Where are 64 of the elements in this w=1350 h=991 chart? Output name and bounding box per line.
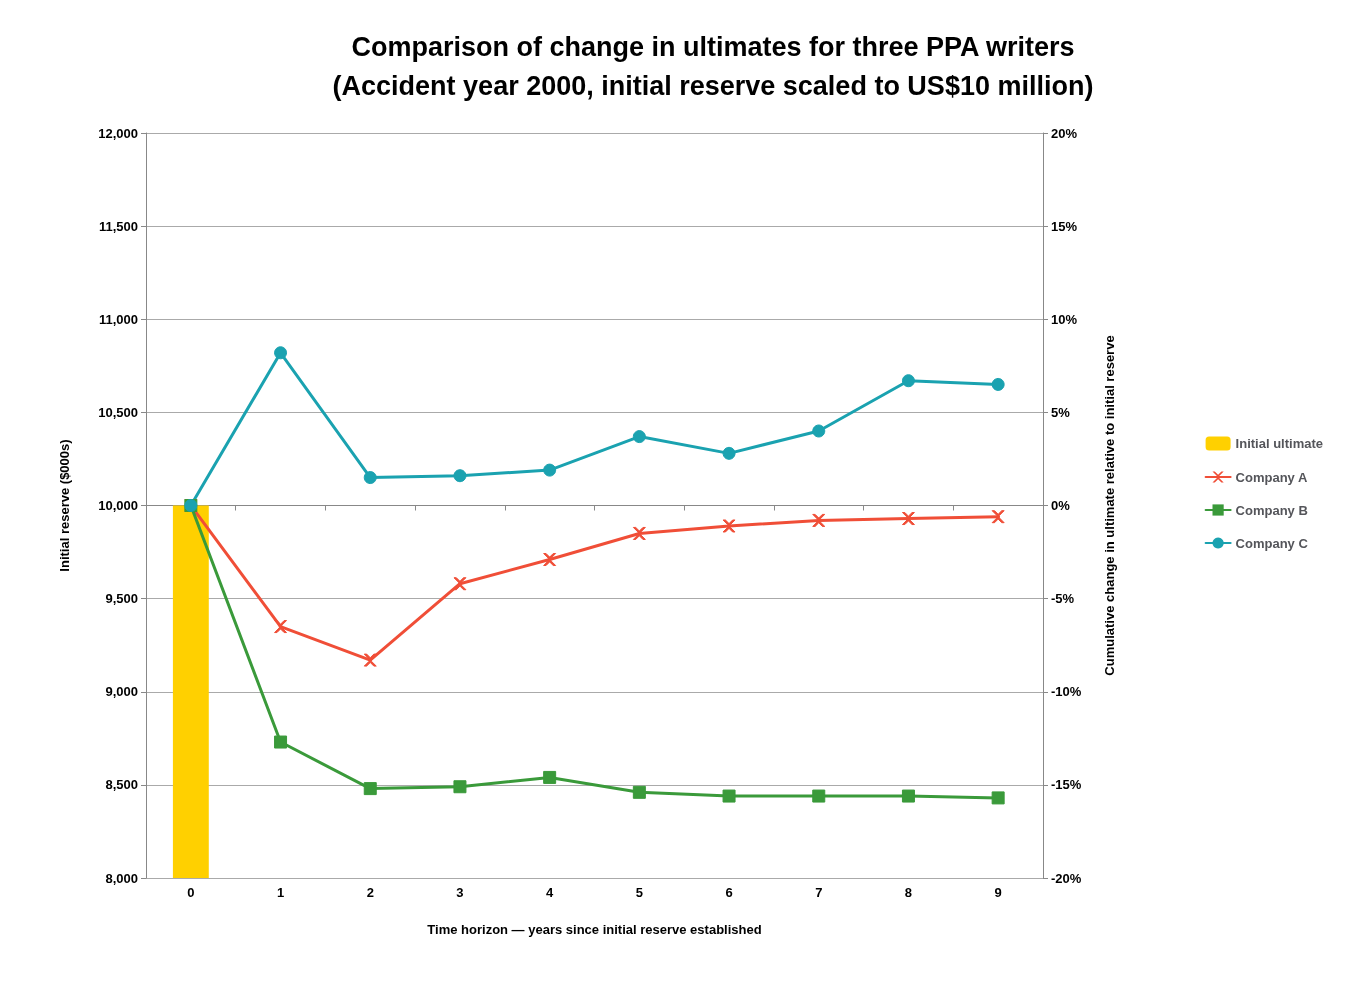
legend-label: Company C [1235, 535, 1309, 551]
y-tick-label: 8,500 [105, 777, 138, 793]
y-tick-label: 9,500 [105, 591, 138, 607]
y2-tick-label: 15% [1051, 218, 1078, 234]
point [812, 513, 826, 527]
y2-tick-label: 0% [1051, 498, 1071, 513]
point [991, 510, 1005, 524]
y-tick-label: 11,000 [98, 311, 138, 327]
y2-tick-label: 10% [1051, 311, 1078, 327]
y-tick-label: 8,000 [105, 870, 138, 886]
y2-tick-label: -15% [1051, 777, 1082, 793]
chart-subtitle: (Accident year 2000, initial reserve scaled to US$10 million) [332, 70, 1094, 101]
y-tick-label: 10,000 [98, 498, 138, 513]
x-tick-label: 3 [456, 885, 464, 900]
point [901, 512, 915, 526]
point [274, 620, 288, 634]
x-tick-label: 2 [366, 885, 374, 900]
point [453, 577, 467, 591]
point [722, 519, 736, 533]
point [632, 785, 646, 799]
y2-tick-label: -5% [1051, 591, 1075, 607]
point [812, 424, 826, 438]
y-tick-label: 9,000 [105, 684, 138, 700]
y-tick-label: 10,500 [98, 404, 138, 420]
y2-tick-label: 5% [1051, 404, 1071, 420]
y2-tick-label: -20% [1051, 870, 1082, 886]
point [453, 780, 467, 794]
point [991, 791, 1005, 805]
x-tick-label: 8 [904, 885, 913, 900]
y2-axis-title: Cumulative change in ultimate relative to initial reserve [1102, 335, 1117, 676]
y2-tick-label: -10% [1051, 684, 1082, 700]
x-tick-label: 9 [994, 885, 1002, 900]
point [632, 526, 646, 540]
y-tick-label: 12,000 [98, 125, 138, 141]
point [901, 789, 915, 803]
point [632, 430, 646, 444]
point [363, 782, 377, 796]
x-axis-title: Time horizon — years since initial reserve established [427, 922, 762, 937]
chart-title: Comparison of change in ultimates for three PPA writers [351, 31, 1075, 62]
y2-tick-label: 20% [1051, 125, 1078, 141]
y-tick-label: 11,500 [98, 218, 138, 234]
point [274, 346, 288, 360]
point [363, 471, 377, 485]
y-axis-title: Initial reserve ($000s) [57, 439, 72, 572]
point [722, 446, 736, 460]
point [991, 377, 1005, 391]
point [901, 374, 915, 388]
x-tick-label: 5 [635, 885, 643, 900]
legend-label: Company A [1235, 469, 1308, 485]
point [543, 463, 557, 477]
x-tick-label: 6 [725, 885, 733, 900]
legend-label: Company B [1235, 502, 1308, 518]
point [812, 789, 826, 803]
x-tick-label: 0 [187, 885, 195, 900]
point [453, 469, 467, 483]
point [543, 770, 557, 784]
x-tick-label: 4 [546, 885, 555, 900]
point [363, 653, 377, 667]
point [543, 553, 557, 567]
x-tick-label: 7 [815, 885, 823, 900]
point [274, 735, 288, 749]
legend-label: Initial ultimate [1235, 436, 1324, 451]
x-tick-label: 1 [276, 885, 285, 900]
point [722, 789, 736, 803]
